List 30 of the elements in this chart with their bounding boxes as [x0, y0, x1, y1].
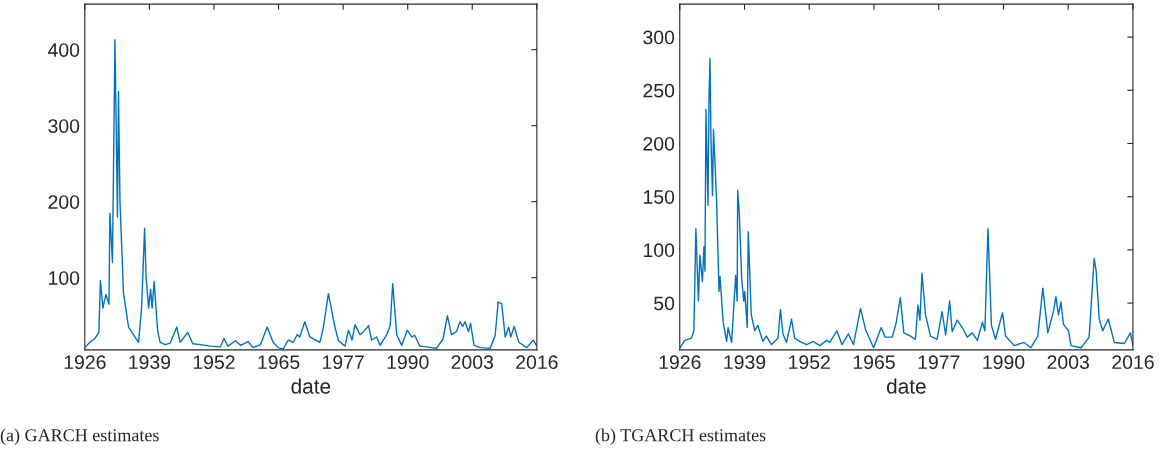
y-tick-label: 300 [48, 119, 80, 133]
y-tick-label: 200 [48, 195, 80, 209]
x-tick-label: 1939 [724, 355, 766, 370]
x-axis-title: date [291, 378, 331, 394]
text: (a) GARCH estimates [0, 428, 159, 445]
x-tick-label: 1977 [322, 355, 364, 370]
x-tick-label: 1990 [983, 355, 1025, 370]
y-tick-label: 50 [654, 296, 675, 311]
y-tick-label: 250 [643, 83, 675, 98]
x-tick-label: 1990 [387, 355, 429, 370]
x-tick-label: 1939 [129, 355, 171, 370]
y-tick-label: 400 [47, 43, 80, 57]
x-tick-label: 1977 [918, 355, 960, 370]
x-tick-label: 2016 [516, 355, 558, 370]
y-tick-label: 100 [643, 243, 675, 258]
x-axis-title: date [886, 378, 926, 394]
y-tick-label: 150 [643, 190, 675, 204]
y-tick-label: 300 [643, 30, 675, 45]
x-tick-label: 2003 [1047, 355, 1089, 370]
x-tick-label: 1952 [789, 355, 830, 370]
x-tick-label: 2016 [1112, 355, 1154, 370]
text: (b) TGARCH estimates [595, 428, 766, 445]
x-tick-label: 1926 [659, 355, 701, 370]
x-tick-label: 2003 [451, 355, 494, 370]
y-tick-label: 200 [643, 136, 675, 151]
x-tick-label: 1965 [853, 355, 895, 370]
y-tick-label: 100 [49, 271, 80, 285]
x-tick-label: 1952 [193, 355, 235, 370]
x-tick-label: 1926 [64, 355, 106, 370]
x-tick-label: 1965 [258, 355, 300, 370]
